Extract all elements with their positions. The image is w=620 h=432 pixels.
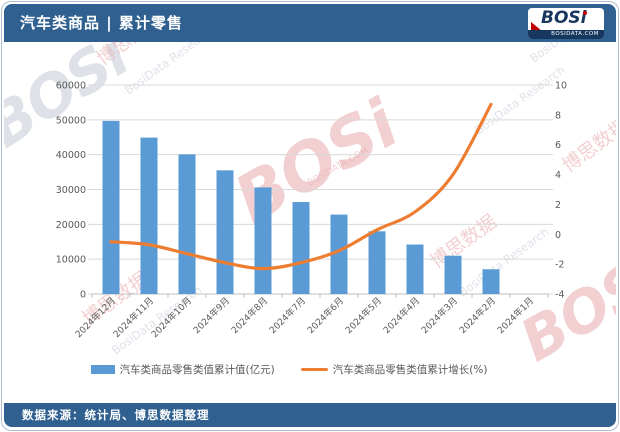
- logo-dot-icon: [583, 11, 587, 15]
- y-axis-label-right: 8: [555, 110, 561, 121]
- y-axis-label-left: 50000: [56, 115, 86, 126]
- y-axis-label-right: -4: [555, 290, 564, 301]
- y-axis-label-right: 0: [555, 230, 561, 241]
- y-axis-label-right: -2: [555, 260, 564, 271]
- y-axis-label-right: 6: [555, 140, 561, 151]
- x-axis-label: 2024年6月: [305, 295, 346, 336]
- y-axis-label-left: 10000: [56, 255, 86, 266]
- page-title: 汽车类商品 | 累计零售: [20, 14, 183, 32]
- bar: [406, 244, 424, 294]
- y-axis-label-left: 0: [80, 290, 86, 301]
- bar: [140, 137, 158, 294]
- legend-item-line: 汽车类商品零售类值累计增长(%): [300, 362, 488, 377]
- bar: [368, 231, 386, 294]
- logo-domain-text: BOSIDATA.COM: [528, 30, 604, 39]
- y-axis-label-left: 60000: [56, 81, 86, 92]
- bar: [178, 154, 196, 294]
- x-axis-label: 2024年7月: [267, 295, 308, 336]
- x-axis-label: 2024年4月: [381, 295, 422, 336]
- bar: [216, 170, 234, 294]
- bar: [102, 120, 120, 295]
- x-axis-label: 2024年8月: [229, 295, 270, 336]
- x-axis-label: 2024年10月: [149, 295, 195, 341]
- y-axis-label-right: 10: [555, 81, 567, 92]
- x-axis-label: 2024年1月: [495, 295, 536, 336]
- logo-flag-icon: [531, 22, 542, 31]
- legend-swatch-bar: [90, 364, 115, 374]
- y-axis-label-right: 2: [555, 200, 561, 211]
- x-axis-label: 2024年5月: [343, 295, 384, 336]
- brand-logo: BOSi BOSIDATA.COM: [528, 8, 604, 39]
- x-axis-label: 2024年3月: [419, 295, 460, 336]
- bar: [254, 187, 272, 294]
- x-axis-label: 2024年9月: [191, 295, 232, 336]
- trend-line: [109, 102, 493, 271]
- x-axis-label: 2024年2月: [457, 295, 498, 336]
- y-axis-label-left: 20000: [56, 220, 86, 231]
- logo-brand-text: BOSi: [541, 8, 587, 28]
- y-axis-label-right: 4: [555, 170, 561, 181]
- chart-legend: 汽车类商品零售类值累计值(亿元) 汽车类商品零售类值累计增长(%): [2, 358, 618, 380]
- footer-bar: 数据来源：统计局、博思数据整理: [4, 403, 616, 427]
- y-axis-label-left: 30000: [56, 185, 86, 196]
- data-source-text: 数据来源：统计局、博思数据整理: [22, 408, 210, 422]
- legend-item-bar: 汽车类商品零售类值累计值(亿元): [90, 362, 275, 377]
- header-bar: 汽车类商品 | 累计零售 BOSi BOSIDATA.COM: [4, 4, 616, 42]
- combo-chart: 0 10000 20000 30000 40000 50000 60000 -4 -2 0 2 4 6 8…: [56, 81, 567, 341]
- legend-label-bar: 汽车类商品零售类值累计值(亿元): [119, 363, 275, 376]
- bar: [292, 202, 310, 294]
- bar: [330, 214, 348, 294]
- bar: [482, 269, 500, 294]
- legend-label-line: 汽车类商品零售类值累计增长(%): [332, 363, 488, 376]
- y-axis-label-left: 40000: [56, 150, 86, 161]
- bar: [444, 255, 462, 294]
- legend-swatch-line: [300, 367, 328, 371]
